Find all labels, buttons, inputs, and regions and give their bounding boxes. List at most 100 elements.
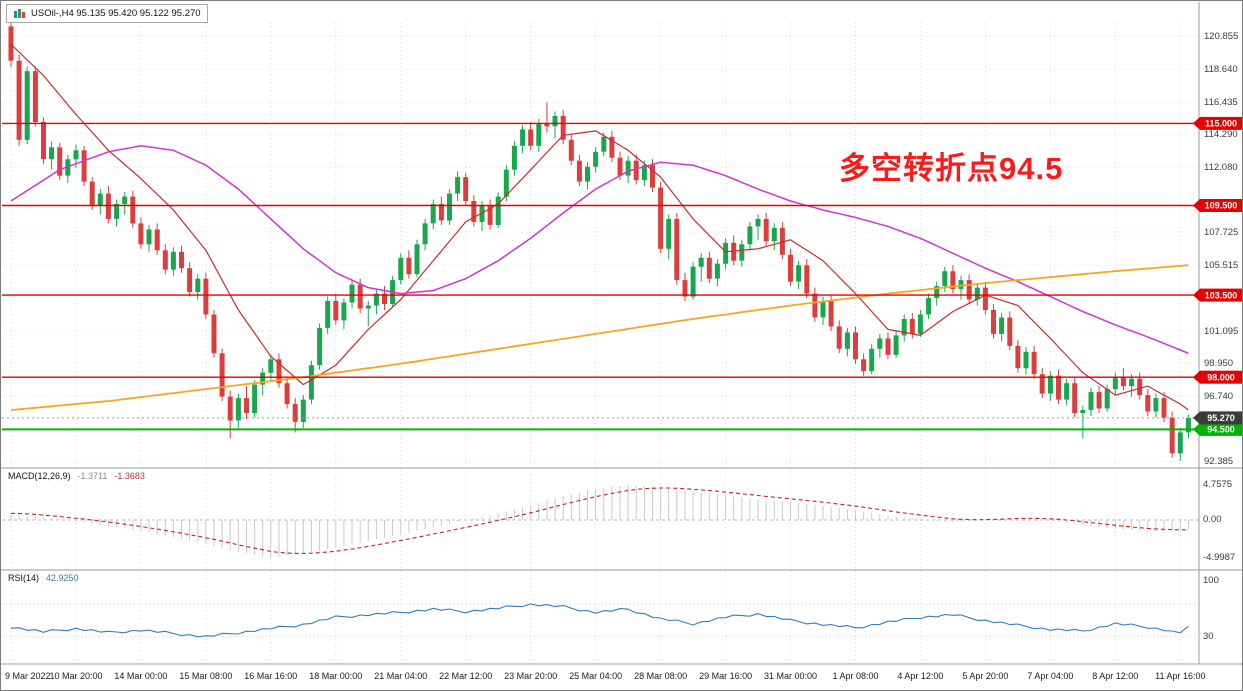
candle-body bbox=[650, 165, 655, 188]
candle-body bbox=[276, 359, 282, 384]
candle-body bbox=[926, 298, 932, 315]
chart-title-bar: USOil-,H4 95.135 95.420 95.122 95.270 bbox=[6, 4, 208, 23]
candle-body bbox=[325, 301, 331, 328]
price-badge-94.500: 94.500 bbox=[1193, 422, 1242, 436]
candle-body bbox=[1120, 377, 1126, 387]
candle-body bbox=[357, 284, 363, 309]
candle-body bbox=[796, 265, 802, 282]
candle-body bbox=[308, 365, 314, 400]
price-badge-115.000: 115.000 bbox=[1193, 116, 1242, 130]
candle-body bbox=[869, 348, 875, 372]
candle-body bbox=[674, 218, 680, 281]
candle-body bbox=[568, 139, 574, 161]
candle-body bbox=[609, 136, 615, 158]
candles-layer bbox=[8, 23, 1191, 461]
candle-body bbox=[1104, 389, 1110, 409]
time-axis-label: 31 Mar 00:00 bbox=[764, 671, 817, 681]
candle-body bbox=[1080, 410, 1086, 413]
macd-indicator-label: MACD(12,26,9) -1.3711 -1.3683 bbox=[8, 471, 145, 481]
annotation-text[interactable]: 多空转折点94.5 bbox=[839, 151, 1064, 186]
candle-body bbox=[130, 196, 136, 224]
time-axis-label: 14 Mar 00:00 bbox=[114, 671, 167, 681]
candle-body bbox=[365, 305, 371, 309]
price-axis-label: 114.290 bbox=[1204, 129, 1238, 140]
candle-body bbox=[195, 278, 201, 293]
candle-body bbox=[804, 265, 810, 294]
candle-body bbox=[16, 60, 22, 140]
candle-body bbox=[739, 244, 745, 261]
candle-body bbox=[820, 301, 826, 318]
candle-body bbox=[1112, 377, 1118, 390]
candle-body bbox=[853, 332, 858, 360]
candle-body bbox=[901, 319, 907, 336]
candle-body bbox=[585, 166, 590, 182]
macd-scale-bottom: -4.9987 bbox=[1203, 552, 1236, 563]
candle-body bbox=[138, 223, 144, 245]
candle-body bbox=[690, 266, 696, 297]
candle-body bbox=[227, 396, 233, 421]
rsi-scale-100: 100 bbox=[1203, 575, 1219, 586]
candle-body bbox=[1007, 317, 1013, 346]
candle-body bbox=[982, 287, 988, 310]
price-badge-103.500: 103.500 bbox=[1193, 288, 1242, 302]
candle-body bbox=[658, 187, 664, 249]
candle-body bbox=[942, 271, 948, 287]
candle-body bbox=[714, 263, 720, 279]
levels-layer[interactable] bbox=[2, 122, 1199, 431]
candle-body bbox=[909, 319, 915, 334]
chart-title: USOil-,H4 95.135 95.420 95.122 95.270 bbox=[31, 8, 201, 19]
candle-body bbox=[300, 399, 306, 422]
rsi-line bbox=[10, 603, 1189, 638]
price-axis-label: 96.740 bbox=[1204, 391, 1233, 402]
candle-body bbox=[219, 353, 225, 397]
candle-body bbox=[235, 398, 241, 421]
candle-body bbox=[999, 317, 1005, 334]
candle-body bbox=[731, 242, 737, 261]
time-axis-label: 16 Mar 16:00 bbox=[244, 671, 297, 681]
time-axis-label: 29 Mar 16:00 bbox=[699, 671, 752, 681]
candle-body bbox=[779, 227, 785, 255]
candle-body bbox=[373, 293, 379, 306]
candle-body bbox=[593, 151, 599, 167]
candle-body bbox=[479, 205, 485, 222]
candle-body bbox=[698, 257, 704, 267]
candle-body bbox=[877, 338, 883, 349]
candle-body bbox=[1169, 417, 1175, 454]
candle-body bbox=[244, 398, 249, 413]
candle-body bbox=[528, 129, 534, 146]
candle-body bbox=[203, 278, 209, 315]
svg-text:115.000: 115.000 bbox=[1205, 119, 1237, 129]
candle-body bbox=[844, 332, 850, 349]
candle-body bbox=[511, 145, 517, 170]
ma-slow-orange bbox=[10, 264, 1189, 411]
svg-text:94.500: 94.500 bbox=[1207, 425, 1235, 435]
candle-body bbox=[1153, 398, 1159, 412]
macd-scale-zero: 0.00 bbox=[1203, 514, 1222, 525]
price-axis-label: 101.095 bbox=[1204, 326, 1238, 337]
candle-body bbox=[1185, 417, 1191, 433]
price-axis[interactable]: 120.855 118.640 116.435 114.290 112.080 107.7… bbox=[1204, 31, 1238, 467]
price-badge-95.270: 95.270 bbox=[1193, 411, 1242, 425]
candle-body bbox=[617, 157, 623, 176]
candle-body bbox=[24, 71, 30, 140]
candle-body bbox=[747, 226, 753, 245]
time-axis-label: 11 Apr 16:00 bbox=[1155, 671, 1205, 681]
chart-window-icon bbox=[14, 9, 25, 18]
candle-body bbox=[438, 204, 444, 221]
time-axis-label: 25 Mar 04:00 bbox=[569, 671, 622, 681]
price-axis-label: 107.725 bbox=[1204, 227, 1238, 238]
time-axis-label: 9 Mar 2022 bbox=[5, 671, 51, 681]
time-axis-label: 7 Apr 04:00 bbox=[1027, 671, 1073, 681]
price-axis-label: 105.515 bbox=[1204, 260, 1238, 271]
price-axis-label: 98.950 bbox=[1204, 358, 1233, 369]
candle-body bbox=[105, 193, 111, 219]
candle-body bbox=[114, 204, 120, 219]
time-axis-label: 10 Mar 20:00 bbox=[49, 671, 102, 681]
candle-body bbox=[341, 302, 347, 321]
candle-body bbox=[991, 310, 996, 334]
candle-body bbox=[893, 335, 899, 355]
candle-body bbox=[146, 229, 152, 245]
candle-body bbox=[455, 177, 461, 194]
